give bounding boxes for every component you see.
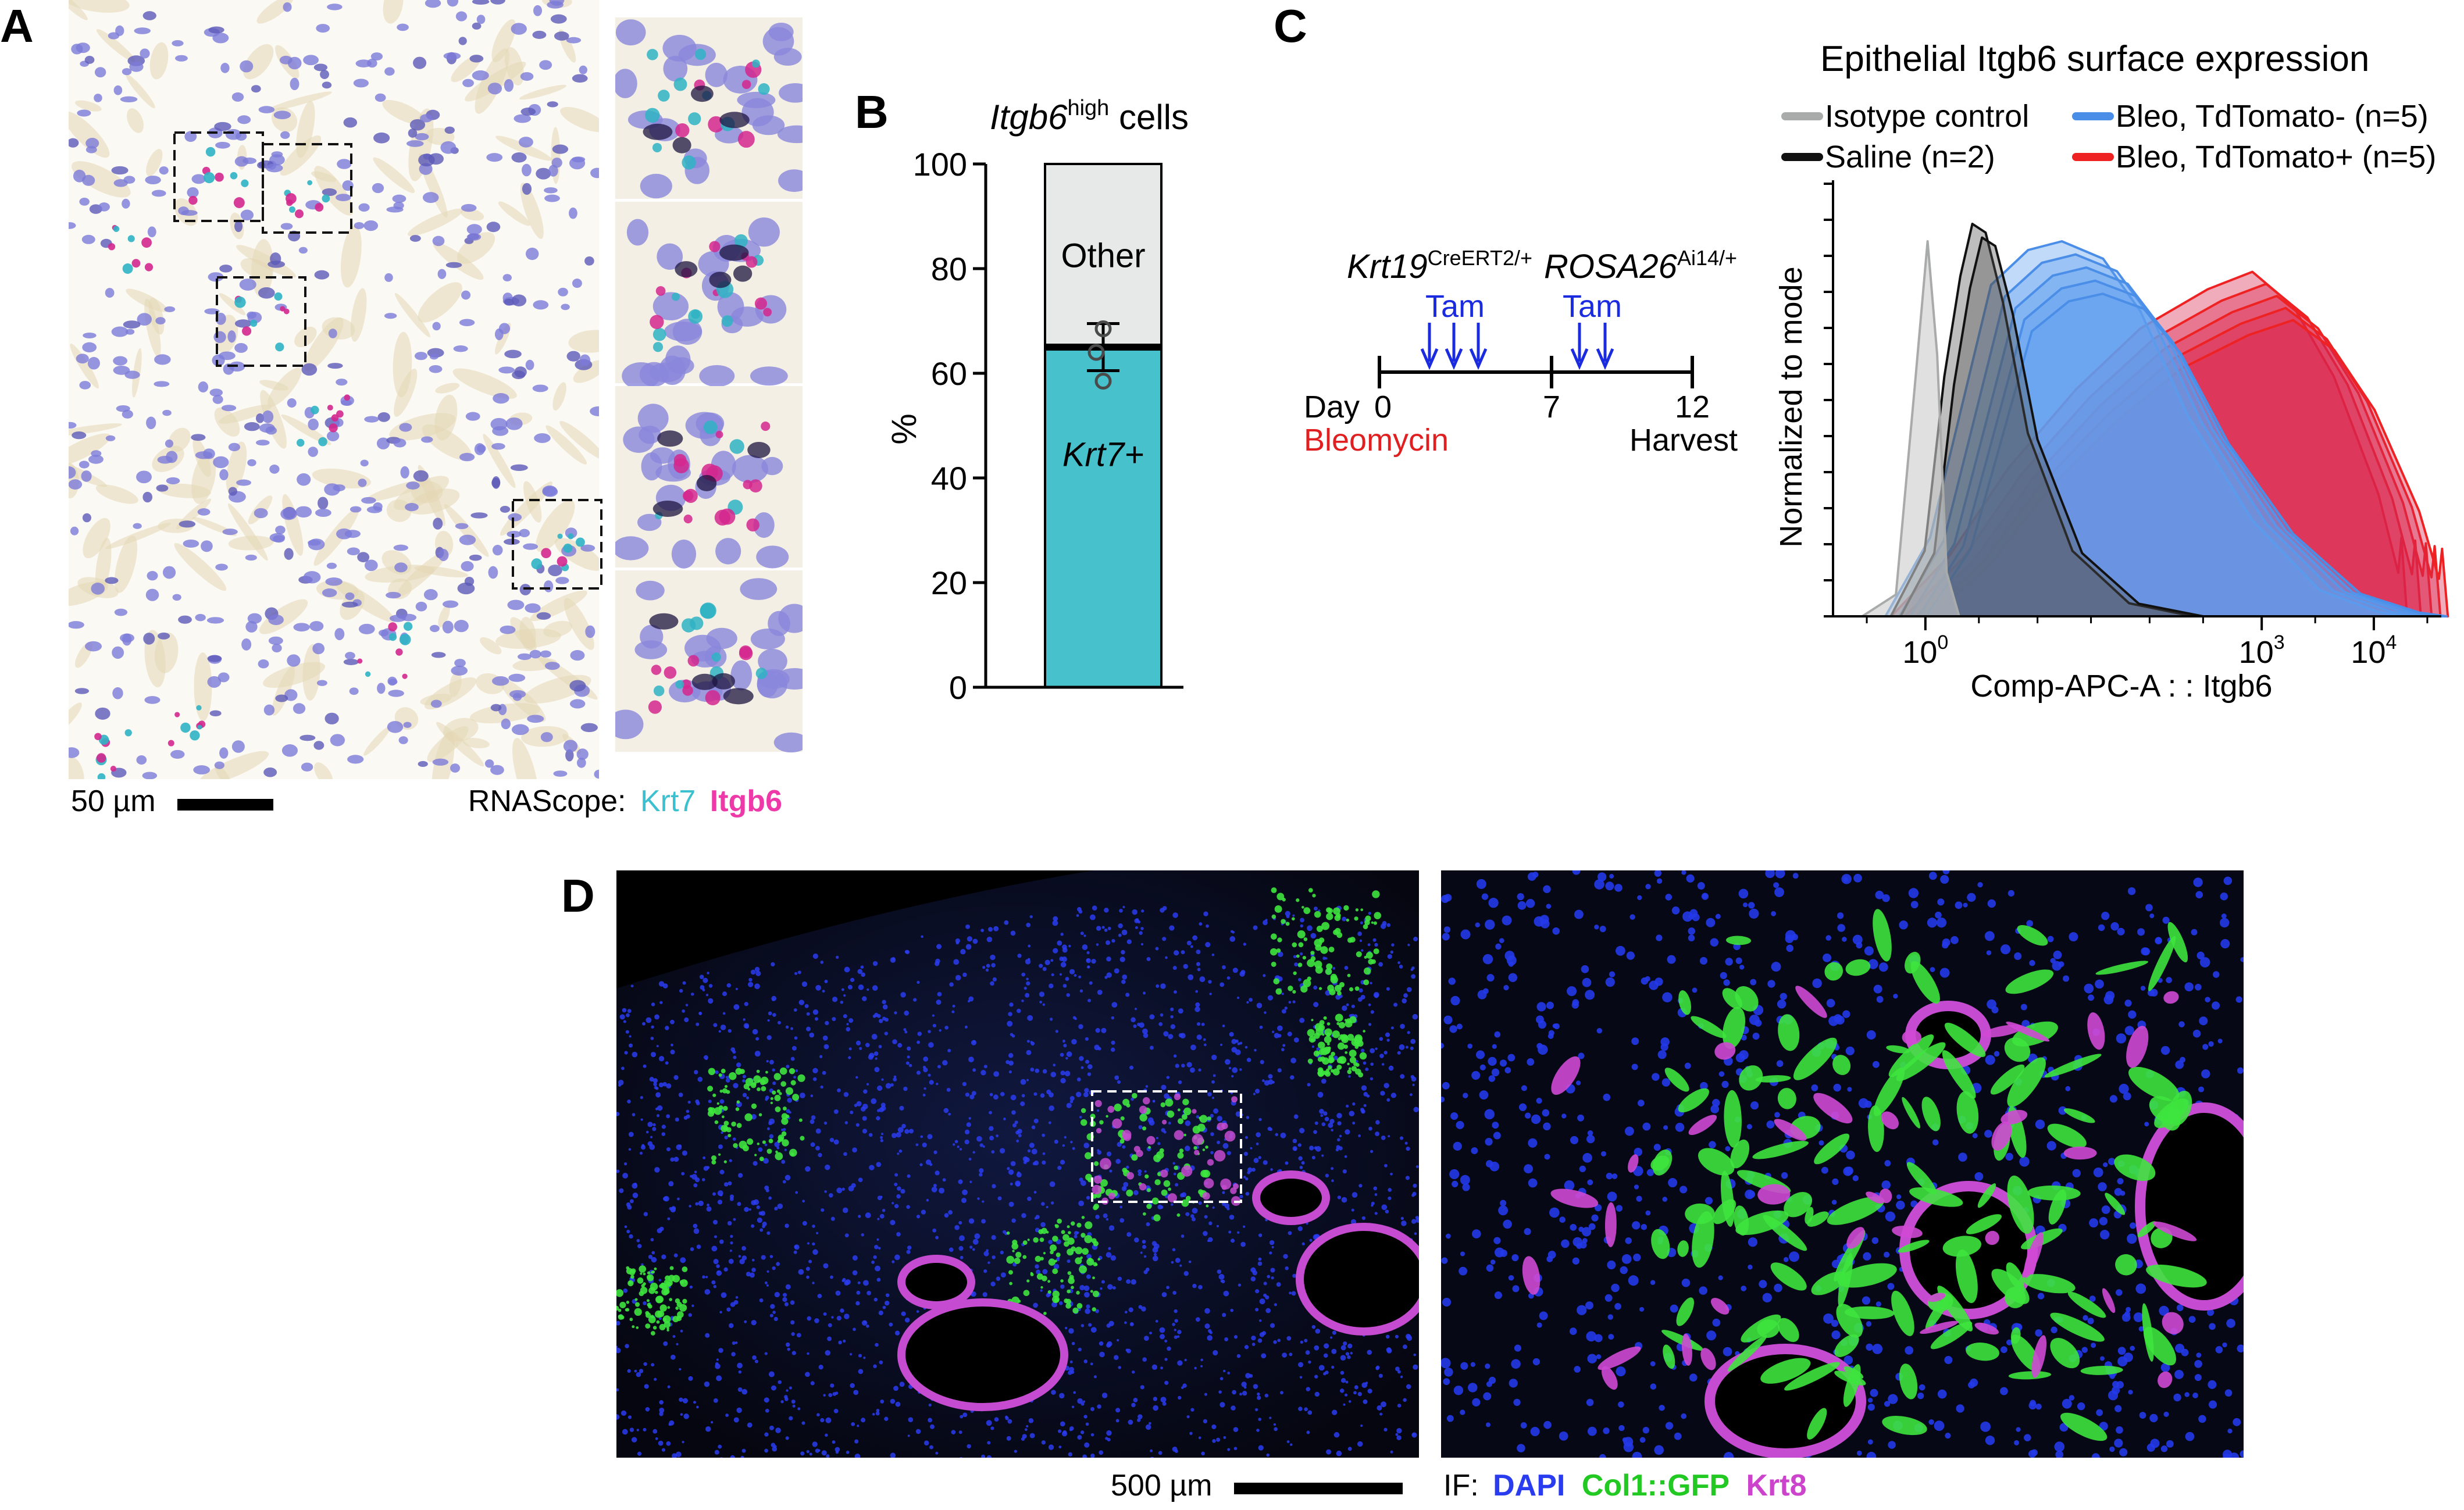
tam-arrow-head: [1420, 348, 1439, 370]
b-ylabel: %: [885, 413, 923, 444]
panel-b-title-gene: Itgb6: [990, 98, 1068, 137]
hist-xlabel: Comp-APC-A : : Itgb6: [1970, 669, 2272, 704]
bleomycin-label: Bleomycin: [1304, 423, 1449, 458]
genotype-krt19: Krt19: [1347, 248, 1428, 285]
roi-box: [216, 276, 306, 367]
tam-arrow-head: [1445, 348, 1463, 370]
bar-krt7: [1044, 346, 1163, 688]
panel-b-title-rest: cells: [1109, 98, 1189, 137]
genotype-rosa26-sup: Ai14/+: [1677, 246, 1737, 270]
flow-histogram: 100 103 104: [1824, 180, 2449, 670]
hist-x-tick-label: 103: [2239, 631, 2285, 670]
hist-trace-3: [1923, 306, 2442, 617]
scale-bar-d-label: 500 µm: [1111, 1469, 1212, 1502]
harvest-label: Harvest: [1629, 423, 1738, 458]
stain-itgb6: Itgb6: [710, 784, 782, 818]
stain-krt7: Krt7: [640, 784, 696, 818]
legend-saline: Saline (n=2): [1825, 140, 1995, 174]
panel-b-label: B: [855, 86, 889, 138]
y-tick-label: 20: [931, 565, 967, 601]
panel-c-label: C: [1274, 0, 1307, 52]
data-point: [1094, 373, 1112, 390]
y-tick-label: 60: [931, 355, 967, 392]
scale-bar-d: 500 µm: [1111, 1469, 1403, 1502]
hist-trace-2: [1925, 292, 2448, 617]
stain-prefix: RNAScope:: [468, 784, 626, 818]
tam-arrow-head: [1596, 348, 1614, 370]
data-point: [1087, 344, 1105, 361]
if-dapi: DAPI: [1493, 1469, 1565, 1502]
roi-box: [173, 131, 264, 222]
day-0: 0: [1374, 390, 1392, 424]
if-col1-gfp: Col1::GFP: [1582, 1469, 1730, 1502]
histogram-legend: Isotype control Saline (n=2) Bleo, TdTom…: [1781, 99, 2436, 174]
genotype: Krt19CreERT2/+ ROSA26Ai14/+: [1347, 246, 1737, 285]
roi-boxes: [173, 131, 602, 590]
composition-bar-chart: 0 20 40 60 80 100 Other Krt7+: [913, 146, 1183, 706]
tam-arrow-head: [1469, 348, 1488, 370]
if-krt8: Krt8: [1746, 1469, 1807, 1502]
scale-bar-a: 50 µm: [71, 784, 273, 818]
legend-tdtomato-pos: Bleo, TdTomato+ (n=5): [2116, 140, 2436, 174]
y-tick-label: 40: [931, 460, 967, 497]
if-zoom-image: [1441, 870, 2244, 1458]
tam-label-1: Tam: [1425, 289, 1485, 324]
panel-a: A 50 µm RNAScope: Krt7 Itgb6: [0, 0, 803, 818]
timeline-schematic: Krt19CreERT2/+ ROSA26Ai14/+ Tam Tam Day 0…: [1304, 246, 1738, 458]
data-point: [1094, 320, 1112, 337]
rnascope-tissue-image: [69, 0, 602, 779]
legend-isotype: Isotype control: [1825, 99, 2029, 134]
legend-tdtomato-neg: Bleo, TdTomato- (n=5): [2116, 99, 2429, 134]
hist-x-tick-label: 100: [1902, 631, 1948, 670]
hist-ylabel: Normalized to mode: [1774, 266, 1809, 547]
stain-legend-a: RNAScope: Krt7 Itgb6: [468, 784, 782, 818]
segment-label-krt7: Krt7+: [1062, 436, 1144, 474]
zoom-insets: [615, 17, 803, 753]
panel-b-title: Itgb6high cells: [990, 96, 1189, 137]
histogram-title: Epithelial Itgb6 surface expression: [1820, 39, 2369, 79]
segment-label-other: Other: [1061, 237, 1145, 275]
if-overview-image: [616, 870, 1419, 1458]
roi-box-d: [1091, 1090, 1242, 1203]
y-tick-label: 80: [931, 251, 967, 287]
if-legend: IF: DAPI Col1::GFP Krt8: [1443, 1469, 1807, 1502]
panel-d: D 500 µm IF: DAPI Col1::GFP Krt8: [561, 870, 2244, 1502]
genotype-krt19-sup: CreERT2/+: [1428, 246, 1532, 270]
roi-box: [262, 143, 352, 234]
panel-a-label: A: [0, 0, 34, 52]
hist-trace-2: [1884, 240, 2407, 617]
genotype-rosa26: ROSA26: [1544, 248, 1678, 285]
scale-bar-d-line: [1234, 1483, 1403, 1494]
panel-d-label: D: [561, 870, 595, 922]
tam-label-2: Tam: [1563, 289, 1622, 324]
roi-box: [512, 499, 602, 590]
tam-arrow-head: [1570, 348, 1589, 370]
panel-b: B Itgb6high cells 0 20 40 60 80 100 Other Krt7+…: [855, 86, 1189, 706]
day-7: 7: [1543, 390, 1560, 424]
day-12: 12: [1675, 390, 1710, 424]
panel-c: C Krt19CreERT2/+ ROSA26Ai14/+ Tam Tam Day…: [1274, 0, 2449, 704]
scale-bar-a-line: [177, 799, 273, 811]
tamoxifen-arrows: [1420, 323, 1614, 370]
hist-trace-3: [1914, 295, 2433, 617]
bar-other: [1044, 163, 1163, 348]
y-tick-label: 100: [913, 146, 967, 183]
day-label: Day: [1304, 390, 1360, 424]
y-tick-label: 0: [949, 669, 967, 706]
hist-trace-3: [1931, 319, 2449, 617]
if-prefix: IF:: [1443, 1469, 1479, 1502]
scale-bar-a-label: 50 µm: [71, 784, 156, 818]
panel-b-title-sup: high: [1067, 96, 1109, 120]
hist-x-tick-label: 104: [2351, 631, 2397, 670]
